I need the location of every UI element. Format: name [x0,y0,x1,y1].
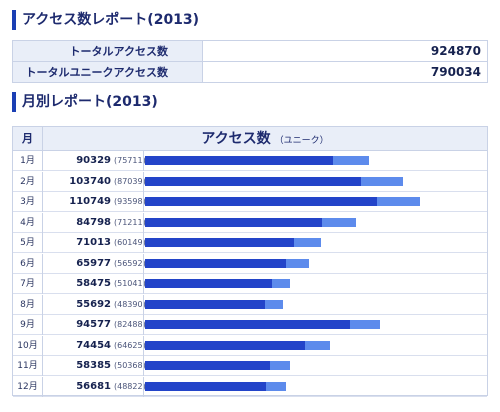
unique-count: (56592) [114,258,146,268]
month-label: 3月 [13,192,43,212]
unique-bar [145,176,362,186]
access-header-label: アクセス数 [201,131,271,147]
unique-bar [145,197,378,206]
unique-count: (51041) [114,279,146,288]
month-row: 12月 56681 (48822) [13,376,487,397]
summary-table: トータルアクセス数 924870 トータルユニークアクセス数 790034 [12,40,488,83]
unique-bar [145,320,350,329]
unique-bar [145,156,333,165]
month-row: 1月 90329 (75711) [13,151,487,171]
month-label: 9月 [13,315,43,335]
month-row: 11月 58385 (50368) [13,356,487,376]
access-count: 55692 [76,298,111,310]
month-row: 2月 103740 (87039) [13,171,487,192]
month-label: 6月 [13,253,43,274]
unique-bar [145,258,286,268]
unique-count: (48390) [114,299,146,309]
month-label: 2月 [13,171,43,192]
month-label: 11月 [13,356,43,376]
unique-count: (60149) [114,238,146,247]
unique-header-label: （ユニーク） [274,136,329,146]
bar-divider [143,294,144,315]
month-row: 9月 94577 (82488) [13,315,487,335]
bar-divider [143,171,144,192]
unique-count: (71211) [114,217,146,227]
month-column-header: 月 [13,127,43,151]
summary-row-total: トータルアクセス数 924870 [12,40,488,62]
unique-bar [145,217,322,227]
unique-bar [145,238,295,247]
month-label: 12月 [13,376,43,397]
unique-bar [145,381,267,391]
access-count: 58385 [76,360,111,371]
unique-count: (64625) [114,340,146,350]
unique-count: (82488) [114,320,146,329]
summary-row-unique: トータルユニークアクセス数 790034 [12,61,488,83]
access-column-header: アクセス数 （ユニーク） [43,127,487,151]
month-row: 10月 74454 (64625) [13,335,487,356]
month-label: 7月 [13,274,43,294]
bar-divider [143,212,144,233]
report-title: アクセス数レポート(2013) [12,10,199,30]
month-row: 5月 71013 (60149) [13,233,487,253]
bar-divider [143,335,144,356]
summary-label: トータルアクセス数 [12,40,203,62]
bar-divider [143,356,144,376]
access-count: 90329 [76,155,111,166]
summary-value: 790034 [202,61,488,83]
unique-count: (93598) [114,197,146,206]
unique-count: (48822) [114,381,146,391]
access-count: 56681 [76,380,111,392]
unique-bar [145,340,306,350]
bar-divider [143,274,144,294]
unique-bar [145,299,266,309]
unique-bar [145,361,271,370]
bar-divider [143,253,144,274]
monthly-report-title: 月別レポート(2013) [12,92,158,112]
unique-count: (50368) [114,361,146,370]
month-row: 3月 110749 (93598) [13,192,487,212]
bar-divider [143,233,144,253]
month-label: 8月 [13,294,43,315]
access-count: 65977 [76,257,111,269]
access-count: 58475 [76,278,111,289]
bar-divider [143,151,144,171]
unique-count: (87039) [114,176,146,186]
month-row: 8月 55692 (48390) [13,294,487,315]
month-row: 4月 84798 (71211) [13,212,487,233]
summary-label: トータルユニークアクセス数 [12,61,203,83]
month-row: 7月 58475 (51041) [13,274,487,294]
access-count: 71013 [76,237,111,248]
access-count: 84798 [76,216,111,228]
month-label: 4月 [13,212,43,233]
month-label: 10月 [13,335,43,356]
bar-divider [143,376,144,397]
month-label: 1月 [13,151,43,171]
monthly-chart: 月 アクセス数 （ユニーク） 1月 90329 (75711) 2月 103740 (870… [12,126,488,397]
monthly-header: 月 アクセス数 （ユニーク） [13,127,487,151]
bar-divider [143,315,144,335]
access-count: 94577 [76,319,111,330]
access-count: 103740 [69,175,111,187]
access-count: 74454 [76,339,111,351]
access-count: 110749 [69,196,111,207]
summary-value: 924870 [202,40,488,62]
month-label: 5月 [13,233,43,253]
bar-divider [143,192,144,212]
month-row: 6月 65977 (56592) [13,253,487,274]
unique-count: (75711) [114,156,146,165]
unique-bar [145,279,272,288]
